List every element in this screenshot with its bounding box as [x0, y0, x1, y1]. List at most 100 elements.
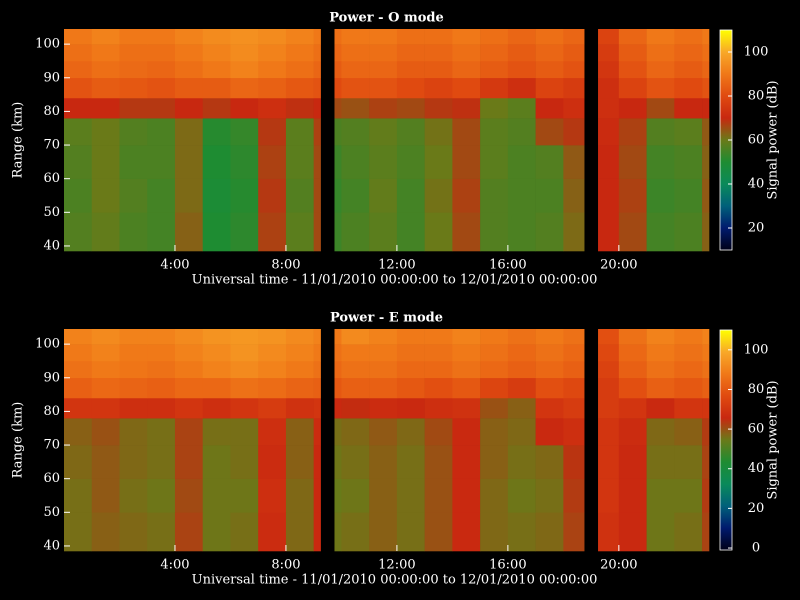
- heatmap-cell: [452, 44, 481, 62]
- heatmap-cell: [369, 178, 398, 213]
- heatmap-cell: [202, 77, 231, 99]
- heatmap-cell: [424, 44, 453, 62]
- heatmap-cell: [424, 418, 453, 446]
- heatmap-cell: [147, 418, 176, 446]
- heatmap-cell: [618, 512, 647, 552]
- heatmap-cell: [452, 77, 481, 99]
- heatmap-cell: [480, 344, 509, 362]
- heatmap-cell: [202, 397, 231, 419]
- heatmap-cell: [424, 29, 453, 45]
- y-tick-label: 60: [43, 471, 60, 486]
- heatmap-cell: [369, 60, 398, 79]
- heatmap-cell: [369, 329, 398, 345]
- heatmap-cell: [174, 178, 204, 213]
- heatmap-cell: [334, 377, 342, 399]
- heatmap-cell: [64, 329, 93, 345]
- heatmap-cell: [64, 118, 93, 146]
- heatmap-cell: [424, 344, 453, 362]
- heatmap-cell: [563, 445, 585, 479]
- heatmap-cell: [341, 445, 370, 479]
- heatmap-cell: [64, 512, 93, 552]
- heatmap-cell: [598, 344, 620, 362]
- heatmap-cell: [91, 478, 120, 513]
- heatmap-cell: [202, 445, 231, 479]
- heatmap-cell: [396, 77, 425, 99]
- heatmap-cell: [480, 512, 509, 552]
- heatmap-cell: [147, 360, 176, 379]
- heatmap-cell: [535, 145, 564, 179]
- heatmap-cell: [313, 212, 321, 252]
- heatmap-cell: [563, 97, 585, 119]
- colorbar-tick-label: 80: [748, 382, 765, 397]
- heatmap-cell: [119, 377, 148, 399]
- heatmap-cell: [618, 212, 647, 252]
- heatmap-cell: [674, 329, 703, 345]
- heatmap-cell: [174, 44, 204, 62]
- heatmap-cell: [480, 60, 509, 79]
- heatmap-cell: [230, 44, 259, 62]
- y-tick-label: 50: [43, 205, 60, 220]
- heatmap-cell: [64, 377, 93, 399]
- heatmap-cell: [91, 145, 120, 179]
- y-tick-label: 70: [43, 138, 60, 153]
- heatmap-cell: [702, 97, 710, 119]
- heatmap-cell: [452, 418, 481, 446]
- heatmap-cell: [119, 478, 148, 513]
- heatmap-cell: [334, 329, 342, 345]
- heatmap-cell: [646, 445, 675, 479]
- heatmap-cell: [507, 77, 536, 99]
- heatmap-cell: [369, 29, 398, 45]
- heatmap-cell: [646, 360, 675, 379]
- heatmap-cell: [369, 118, 398, 146]
- heatmap-cell: [230, 377, 259, 399]
- heatmap-cell: [258, 118, 287, 146]
- heatmap-cell: [702, 77, 710, 99]
- heatmap-cell: [64, 478, 93, 513]
- heatmap-cell: [452, 145, 481, 179]
- heatmap-cell: [452, 329, 481, 345]
- heatmap-cell: [64, 360, 93, 379]
- heatmap-cell: [424, 445, 453, 479]
- heatmap-cell: [91, 77, 120, 99]
- heatmap-cell: [646, 97, 675, 119]
- y-tick-label: 100: [35, 337, 60, 352]
- heatmap-cell: [230, 77, 259, 99]
- heatmap-cell: [674, 418, 703, 446]
- heatmap-cell: [646, 344, 675, 362]
- colorbar-tick-label: 60: [748, 133, 765, 148]
- heatmap-cell: [598, 60, 620, 79]
- heatmap-cell: [618, 118, 647, 146]
- heatmap-cell: [535, 60, 564, 79]
- colorbar-tick-label: 100: [744, 342, 769, 357]
- heatmap-cell: [598, 360, 620, 379]
- colorbar-tick-label: 0: [752, 541, 760, 556]
- colorbar-tick-label: 100: [744, 45, 769, 60]
- heatmap-cell: [230, 445, 259, 479]
- heatmap-cell: [452, 344, 481, 362]
- heatmap-cell: [507, 512, 536, 552]
- heatmap-cell: [285, 397, 314, 419]
- heatmap-cell: [535, 97, 564, 119]
- heatmap-cell: [147, 512, 176, 552]
- heatmap-cell: [396, 118, 425, 146]
- heatmap-cell: [480, 377, 509, 399]
- heatmap-cell: [147, 97, 176, 119]
- heatmap-cell: [618, 344, 647, 362]
- heatmap-cell: [119, 97, 148, 119]
- heatmap-cell: [341, 212, 370, 252]
- heatmap-cell: [563, 29, 585, 45]
- heatmap-cell: [674, 118, 703, 146]
- heatmap-cell: [230, 329, 259, 345]
- heatmap-cell: [258, 97, 287, 119]
- heatmap-cell: [313, 377, 321, 399]
- heatmap-cell: [258, 418, 287, 446]
- heatmap-cell: [618, 29, 647, 45]
- heatmap-cell: [334, 97, 342, 119]
- heatmap-cell: [147, 329, 176, 345]
- heatmap-cell: [202, 360, 231, 379]
- heatmap-cell: [230, 145, 259, 179]
- heatmap-cell: [230, 478, 259, 513]
- heatmap-cell: [174, 145, 204, 179]
- heatmap-cell: [452, 397, 481, 419]
- heatmap-cell: [341, 377, 370, 399]
